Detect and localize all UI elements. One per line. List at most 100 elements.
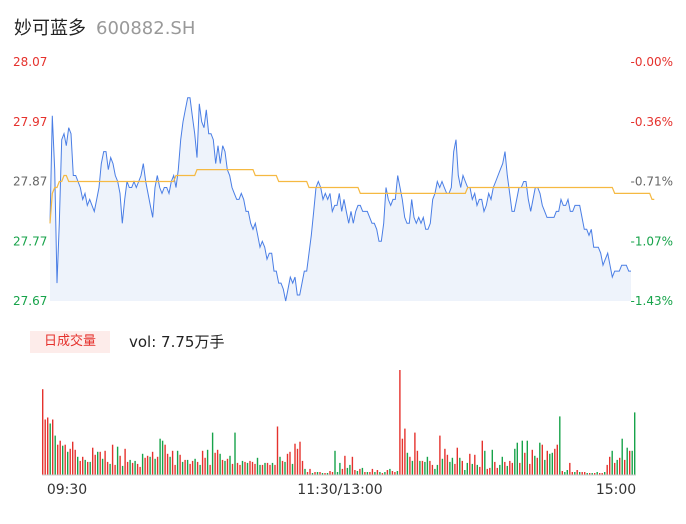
volume-bar	[184, 459, 186, 475]
volume-bar	[97, 451, 99, 475]
volume-bar	[149, 456, 151, 475]
volume-bar	[416, 450, 419, 475]
volume-bar	[359, 468, 361, 475]
volume-bar	[286, 453, 289, 475]
volume-bar	[621, 438, 623, 475]
volume-bar	[596, 472, 598, 475]
volume-bar	[251, 461, 254, 475]
volume-bar	[194, 458, 196, 475]
volume-bar	[64, 444, 66, 475]
volume-bar	[544, 459, 546, 475]
volume-bar	[299, 441, 301, 475]
volume-bar	[426, 456, 429, 475]
volume-bar	[469, 453, 471, 475]
volume-bar	[524, 452, 526, 475]
price-line	[49, 97, 631, 302]
volume-bar	[369, 472, 371, 475]
volume-bar	[466, 462, 468, 475]
volume-bar	[54, 435, 56, 475]
y-tick-label: 27.77	[13, 234, 47, 248]
volume-bar	[499, 464, 501, 475]
x-tick-label: 09:30	[47, 482, 87, 498]
volume-bar	[234, 432, 236, 475]
volume-bar	[564, 472, 566, 475]
y-tick-label: 27.67	[13, 294, 47, 308]
volume-bar	[556, 444, 558, 475]
volume-bar	[124, 448, 126, 476]
volume-bar	[114, 464, 116, 475]
volume-bar	[526, 440, 528, 475]
volume-bar	[429, 460, 431, 475]
volume-bar	[559, 416, 561, 475]
volume-bar	[461, 460, 463, 475]
y-tick-label: 27.97	[13, 115, 47, 129]
volume-bar	[436, 464, 439, 475]
volume-bar	[264, 462, 266, 475]
volume-bar	[241, 460, 244, 475]
volume-bar	[276, 426, 279, 475]
volume-bar	[586, 473, 588, 475]
volume-bar	[504, 461, 506, 475]
volume-bar	[361, 467, 364, 475]
volume-bar	[366, 472, 369, 475]
volume-bar	[599, 473, 601, 475]
average-price-line	[49, 169, 655, 224]
volume-bar	[449, 461, 451, 475]
volume-bar	[324, 473, 326, 475]
volume-bar	[569, 462, 571, 475]
volume-bar	[609, 456, 611, 475]
volume-bar	[344, 455, 346, 475]
volume-bar	[356, 471, 359, 475]
volume-bar	[284, 461, 286, 475]
volume-bar	[126, 461, 129, 475]
volume-bar	[154, 458, 156, 475]
volume-bar	[62, 445, 64, 475]
volume-bar	[396, 471, 399, 475]
y-tick-label: 28.07	[13, 55, 47, 69]
volume-bar	[459, 457, 461, 475]
volume-bar	[606, 464, 608, 475]
volume-bar	[279, 456, 281, 475]
volume-bar	[226, 458, 229, 475]
volume-bar	[111, 444, 114, 475]
volume-bar	[334, 450, 336, 475]
volume-bar	[336, 472, 339, 475]
volume-bar	[409, 456, 411, 475]
volume-bar	[339, 462, 341, 475]
volume-bar	[259, 464, 261, 475]
volume-bar	[516, 442, 518, 475]
volume-bar	[156, 456, 159, 475]
volume-bar	[179, 454, 181, 475]
volume-bar	[534, 455, 536, 475]
volume-bar	[329, 471, 331, 475]
volume-bar	[579, 472, 581, 475]
volume-bar	[406, 452, 409, 475]
volume-bar	[589, 473, 591, 475]
volume-bar	[87, 461, 89, 475]
volume-bar	[489, 467, 491, 475]
volume-bar	[529, 463, 531, 475]
volume-bar	[521, 440, 523, 475]
volume-bar	[254, 463, 256, 475]
volume-bar	[294, 443, 296, 475]
volume-bar	[181, 461, 184, 475]
volume-bar	[199, 464, 201, 475]
volume-bar	[67, 451, 69, 475]
volume-bar	[214, 452, 216, 475]
volume-bar	[401, 438, 404, 475]
volume-bar	[594, 473, 596, 475]
volume-bar	[584, 472, 586, 475]
volume-tab[interactable]: 日成交量	[30, 331, 110, 353]
volume-bar	[454, 463, 456, 475]
volume-bar	[79, 460, 81, 475]
volume-bar	[191, 460, 194, 475]
volume-bar	[571, 472, 573, 475]
volume-bar	[296, 448, 299, 476]
volume-bar	[326, 473, 329, 475]
volume-bar	[484, 450, 486, 475]
volume-bar	[49, 423, 51, 475]
volume-bar	[224, 460, 226, 475]
volume-bar	[389, 468, 391, 475]
volume-bar	[399, 370, 401, 475]
volume-bar	[346, 467, 349, 475]
